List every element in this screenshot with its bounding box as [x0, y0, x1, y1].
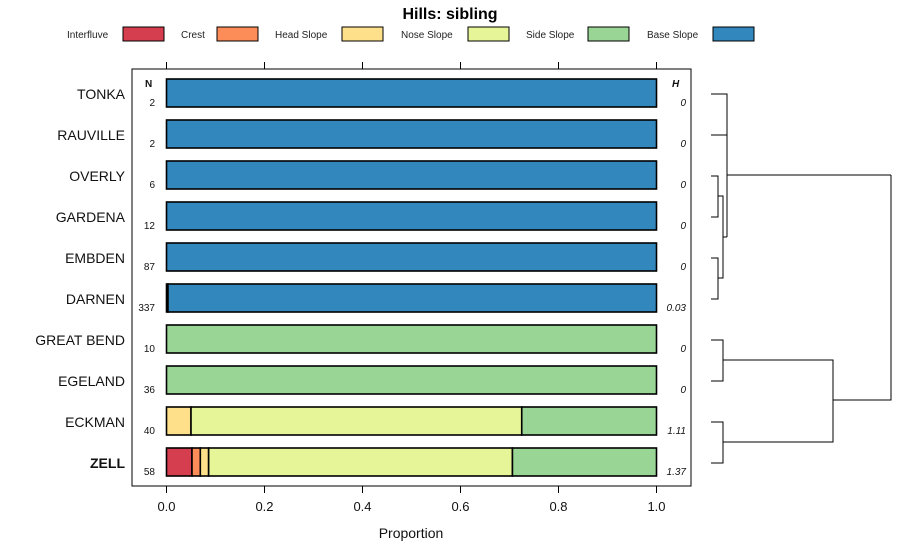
- dendrogram-branch: [711, 339, 724, 382]
- h-value: 0: [680, 180, 686, 191]
- row-label: TONKA: [77, 86, 126, 102]
- bar-segment: [165, 365, 658, 395]
- legend-swatch: [467, 26, 510, 42]
- dendrogram-branch: [711, 257, 719, 300]
- h-value: 0: [680, 98, 686, 109]
- row-label: ECKMAN: [65, 414, 125, 430]
- bar-segment: [207, 447, 514, 477]
- bar-segment: [165, 242, 658, 272]
- bar-segment: [167, 283, 658, 313]
- n-value: 2: [149, 139, 155, 150]
- x-tick-label: 1.0: [647, 499, 665, 514]
- n-value: 2: [149, 98, 155, 109]
- bar-segment: [165, 201, 658, 231]
- x-axis-title: Proportion: [379, 525, 444, 541]
- legend-label: Crest: [181, 30, 205, 41]
- bars: [165, 78, 658, 477]
- bar-segment: [165, 406, 192, 436]
- bar-segment: [165, 324, 658, 354]
- n-value: 36: [144, 385, 156, 396]
- legend-label: Side Slope: [526, 30, 575, 41]
- legend-swatch: [587, 26, 630, 42]
- bar-segment: [165, 78, 658, 108]
- n-value: 10: [144, 344, 156, 355]
- dendrogram-branch: [723, 359, 834, 443]
- row-label: EMBDEN: [65, 250, 125, 266]
- row-label: EGELAND: [58, 373, 125, 389]
- bar-segment: [199, 447, 210, 477]
- legend-swatch: [216, 26, 259, 42]
- dendrogram-branch: [711, 175, 719, 218]
- x-tick-label: 0.6: [451, 499, 469, 514]
- n-value: 6: [149, 180, 155, 191]
- legend-label: Head Slope: [275, 30, 328, 41]
- h-value: 1.11: [667, 426, 686, 437]
- row-label: ZELL: [90, 455, 125, 471]
- h-value: 0: [680, 262, 686, 273]
- dendrogram-branch: [711, 93, 728, 136]
- dendrogram-branch: [718, 195, 724, 279]
- bar-segment: [190, 406, 523, 436]
- bar-segment: [191, 447, 202, 477]
- legend-swatch: [341, 26, 384, 42]
- legend-label: Nose Slope: [401, 30, 453, 41]
- bar-segment: [511, 447, 658, 477]
- dendrogram-branch: [711, 421, 724, 464]
- legend-label: Interfluve: [67, 30, 109, 41]
- legend: Interfluve Crest Head Slope Nose Slope Side …: [67, 26, 755, 42]
- row-label: GARDENA: [56, 209, 126, 225]
- legend-swatch: [712, 26, 755, 42]
- plot-panel: [131, 68, 692, 487]
- row-label: GREAT BEND: [35, 332, 125, 348]
- x-tick-label: 0.8: [549, 499, 567, 514]
- n-value: 40: [144, 426, 156, 437]
- h-value: 1.37: [667, 467, 687, 478]
- dendrogram: [711, 93, 892, 464]
- legend-swatch: [122, 26, 165, 42]
- bar-segment: [165, 447, 193, 477]
- row-label: RAUVILLE: [57, 127, 125, 143]
- x-tick-label: 0.4: [353, 499, 371, 514]
- bar-segment: [165, 119, 658, 149]
- n-value: 58: [144, 467, 156, 478]
- legend-label: Base Slope: [647, 30, 699, 41]
- chart-title: Hills: sibling: [402, 6, 497, 23]
- n-value: 87: [144, 262, 156, 273]
- x-tick-label: 0.2: [255, 499, 273, 514]
- row-label: DARNEN: [66, 291, 125, 307]
- h-value: 0: [680, 221, 686, 232]
- h-header: H: [672, 79, 680, 90]
- h-value: 0.03: [667, 303, 687, 314]
- bar-segment: [165, 160, 658, 190]
- row-labels: TONKA 2 0 RAUVILLE 2 0 OVERLY 6 0 GARDENA 12 0 EMBDE…: [35, 86, 686, 478]
- row-label: OVERLY: [69, 168, 125, 184]
- n-header: N: [145, 79, 152, 90]
- dendrogram-branch: [833, 175, 892, 401]
- h-value: 0: [680, 344, 686, 355]
- x-tick-label: 0.0: [157, 499, 175, 514]
- h-value: 0: [680, 385, 686, 396]
- x-axis: 0.0 0.2 0.4 0.6 0.8 1.0: [157, 62, 666, 514]
- h-value: 0: [680, 139, 686, 150]
- bar-segment: [520, 406, 658, 436]
- n-value: 12: [144, 221, 156, 232]
- n-value: 337: [138, 303, 155, 314]
